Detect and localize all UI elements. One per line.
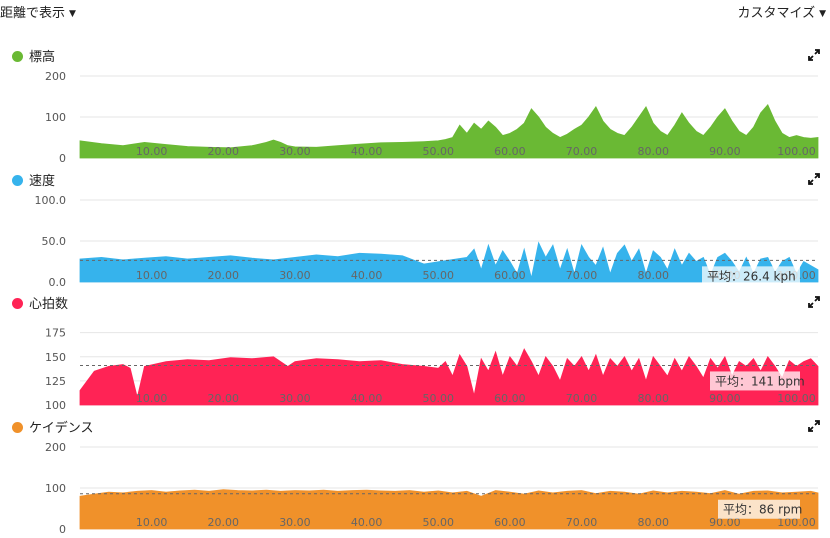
expand-icon[interactable] xyxy=(808,173,820,185)
cadence-x-tick-label: 30.00 xyxy=(279,516,311,529)
elevation-x-tick-label: 100.00 xyxy=(777,145,816,158)
heart-rate-title-text: 心拍数 xyxy=(29,297,69,312)
cadence-x-tick-label: 10.00 xyxy=(136,516,168,529)
heart-rate-x-tick-label: 100.00 xyxy=(777,392,816,405)
speed-y-tick-label: 50.0 xyxy=(42,235,67,248)
cadence-title: ケイデンス xyxy=(12,417,93,436)
speed-x-tick-label: 60.00 xyxy=(494,269,526,282)
cadence-x-tick-label: 70.00 xyxy=(566,516,598,529)
speed-area-series xyxy=(79,241,819,283)
speed-average-label-bg xyxy=(702,266,800,286)
heart-rate-x-tick-label: 40.00 xyxy=(351,392,383,405)
heart-rate-y-tick-label: 150 xyxy=(45,351,66,364)
cadence-panel: ケイデンス 0 100 200 10.00 20.00 30.00 40.00 50.00 60… xyxy=(0,417,830,535)
elevation-title: 標高 xyxy=(12,46,55,65)
cadence-title-text: ケイデンス xyxy=(29,421,94,436)
speed-legend-dot xyxy=(12,175,23,186)
elevation-x-tick-label: 90.00 xyxy=(709,145,741,158)
heart-rate-x-tick-label: 50.00 xyxy=(423,392,455,405)
heart-rate-average-label-bg xyxy=(710,371,800,391)
speed-y-tick-label: 0.0 xyxy=(49,276,67,288)
elevation-x-tick-label: 80.00 xyxy=(637,145,669,158)
caret-down-icon: ▼ xyxy=(819,9,826,19)
elevation-x-tick-label: 60.00 xyxy=(494,145,526,158)
speed-x-tick-label: 50.00 xyxy=(423,269,455,282)
cadence-y-tick-label: 200 xyxy=(45,441,66,454)
elevation-x-tick-label: 40.00 xyxy=(351,145,383,158)
heart-rate-x-tick-label: 90.00 xyxy=(709,392,741,405)
elevation-panel: 標高 0 100 200 10.00 20.00 30.00 40.00 50.00 60.00… xyxy=(0,46,830,164)
speed-x-tick-label: 20.00 xyxy=(208,269,240,282)
cadence-chart: 0 100 200 10.00 20.00 30.00 40.00 50.00 60.00 70.… xyxy=(45,441,819,535)
elevation-x-tick-label: 50.00 xyxy=(423,145,455,158)
heart-rate-x-tick-label: 10.00 xyxy=(136,392,168,405)
speed-x-tick-label: 80.00 xyxy=(637,269,669,282)
elevation-area-series xyxy=(79,103,819,159)
elevation-x-tick-label: 20.00 xyxy=(208,145,240,158)
speed-title: 速度 xyxy=(12,170,55,189)
speed-chart: 0.0 50.0 100.0 10.00 20.00 30.00 40.00 50.00 60.… xyxy=(35,194,819,288)
cadence-area-series xyxy=(79,489,819,530)
cadence-x-tick-label: 80.00 xyxy=(637,516,669,529)
elevation-y-tick-label: 200 xyxy=(45,70,66,83)
cadence-x-tick-label: 40.00 xyxy=(351,516,383,529)
elevation-y-tick-label: 0 xyxy=(59,152,66,164)
cadence-x-tick-label: 50.00 xyxy=(423,516,455,529)
heart-rate-area-series xyxy=(79,348,819,406)
heart-rate-average-label-text: 平均：141 bpm xyxy=(715,374,805,388)
speed-x-tick-label: 40.00 xyxy=(351,269,383,282)
heart-rate-average-label: 平均：141 bpm xyxy=(710,371,805,391)
speed-x-tick-label: 10.00 xyxy=(136,269,168,282)
cadence-legend-dot xyxy=(12,422,23,433)
elevation-title-text: 標高 xyxy=(29,50,56,65)
heart-rate-x-tick-label: 30.00 xyxy=(279,392,311,405)
heart-rate-y-tick-label: 100 xyxy=(45,399,66,411)
speed-x-tick-label: 70.00 xyxy=(566,269,598,282)
heart-rate-y-tick-label: 125 xyxy=(45,375,66,388)
caret-down-icon: ▼ xyxy=(69,9,76,19)
cadence-average-label-text: 平均：86 rpm xyxy=(723,503,802,517)
elevation-chart: 0 100 200 10.00 20.00 30.00 40.00 50.00 60.00 70.… xyxy=(45,70,819,164)
elevation-y-tick-label: 100 xyxy=(45,111,66,124)
elevation-x-tick-label: 30.00 xyxy=(279,145,311,158)
distance-view-dropdown[interactable]: 距離で表示 ▼ xyxy=(0,2,76,21)
elevation-x-tick-label: 70.00 xyxy=(566,145,598,158)
speed-y-tick-label: 100.0 xyxy=(35,194,67,207)
top-toolbar: 距離で表示 ▼ カスタマイズ ▼ xyxy=(0,0,830,24)
cadence-x-tick-label: 90.00 xyxy=(709,516,741,529)
heart-rate-chart: 100 125 150 175 10.00 20.00 30.00 40.00 50.00 60.… xyxy=(45,327,819,411)
customize-dropdown[interactable]: カスタマイズ ▼ xyxy=(737,2,826,21)
heart-rate-x-tick-label: 20.00 xyxy=(208,392,240,405)
cadence-x-tick-label: 100.00 xyxy=(777,516,816,529)
elevation-x-tick-label: 10.00 xyxy=(136,145,168,158)
heart-rate-x-tick-label: 70.00 xyxy=(566,392,598,405)
heart-rate-legend-dot xyxy=(12,298,23,309)
expand-icon[interactable] xyxy=(808,420,820,432)
speed-average-label: 平均：26.4 kph xyxy=(702,266,800,286)
heart-rate-panel: 心拍数 100 125 150 175 10.00 20.00 30.00 40.00 50.0… xyxy=(0,293,830,411)
expand-icon[interactable] xyxy=(808,49,820,61)
speed-panel: 速度 0.0 50.0 100.0 10.00 20.00 30.00 40.00 50.00… xyxy=(0,170,830,288)
cadence-x-tick-label: 20.00 xyxy=(208,516,240,529)
cadence-y-tick-label: 100 xyxy=(45,482,66,495)
cadence-average-label: 平均：86 rpm xyxy=(718,499,802,519)
expand-icon[interactable] xyxy=(808,296,820,308)
cadence-y-tick-label: 0 xyxy=(59,523,66,535)
elevation-legend-dot xyxy=(12,51,23,62)
customize-label: カスタマイズ xyxy=(737,6,816,21)
heart-rate-x-tick-label: 60.00 xyxy=(494,392,526,405)
cadence-x-tick-label: 60.00 xyxy=(494,516,526,529)
speed-x-tick-label: 30.00 xyxy=(279,269,311,282)
heart-rate-x-tick-label: 80.00 xyxy=(637,392,669,405)
speed-title-text: 速度 xyxy=(29,174,56,189)
distance-view-label: 距離で表示 xyxy=(0,6,66,21)
heart-rate-title: 心拍数 xyxy=(12,293,68,312)
cadence-average-label-bg xyxy=(718,499,800,519)
heart-rate-y-tick-label: 175 xyxy=(45,327,66,340)
speed-average-label-text: 平均：26.4 kph xyxy=(707,269,796,283)
